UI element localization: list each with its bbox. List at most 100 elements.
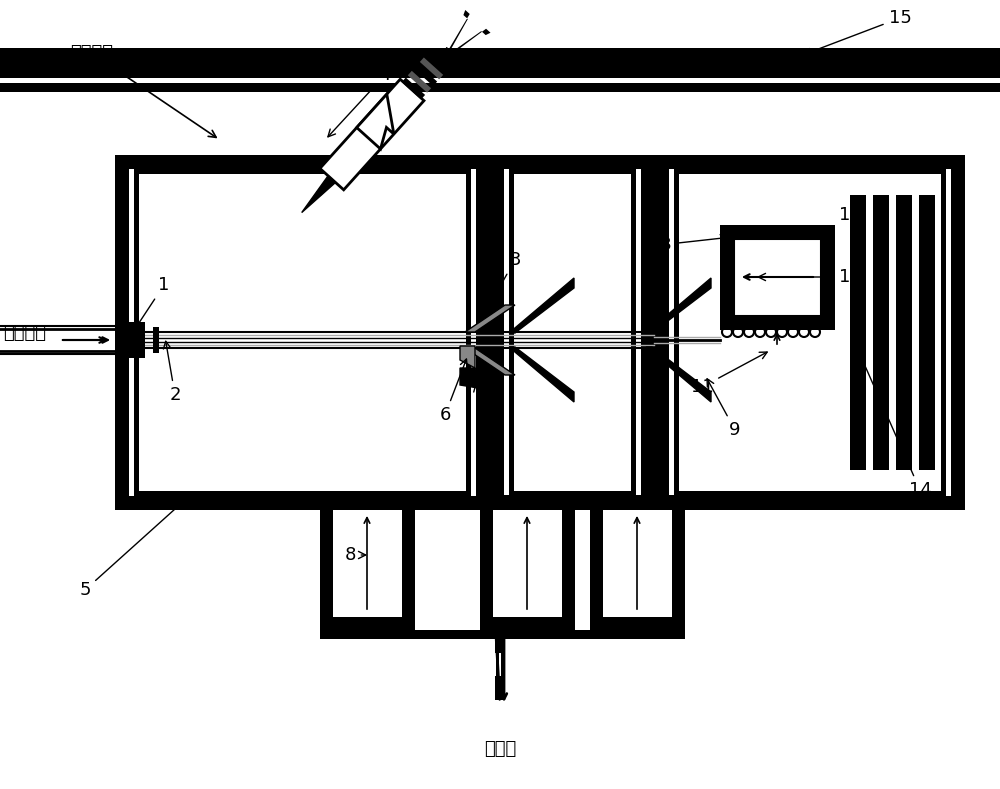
Bar	[316, 177, 334, 196]
Bar	[562, 504, 566, 621]
Bar	[476, 155, 490, 510]
Bar	[320, 621, 415, 630]
Polygon shape	[460, 368, 490, 390]
Bar	[320, 630, 685, 639]
Bar	[720, 320, 835, 330]
Polygon shape	[460, 346, 475, 368]
Bar	[0, 48, 1000, 78]
Bar	[509, 491, 636, 496]
Bar	[896, 195, 912, 470]
Bar	[115, 496, 490, 510]
Text: 真空泵: 真空泵	[484, 740, 516, 758]
Bar	[676, 495, 685, 630]
Bar	[490, 155, 655, 169]
Bar	[115, 155, 129, 510]
Bar	[489, 504, 566, 508]
Bar	[329, 504, 333, 621]
Polygon shape	[465, 348, 515, 375]
Bar	[408, 71, 431, 92]
Bar	[480, 495, 575, 504]
Bar	[495, 630, 505, 700]
Bar	[420, 58, 443, 80]
Bar	[509, 169, 636, 174]
Polygon shape	[646, 347, 711, 402]
Bar	[951, 155, 965, 510]
Bar	[480, 621, 575, 630]
Bar	[599, 504, 676, 508]
Bar	[672, 504, 676, 621]
Bar	[919, 195, 935, 470]
Bar	[134, 491, 471, 496]
Bar	[566, 495, 575, 630]
Text: 8: 8	[344, 546, 366, 564]
Bar	[153, 327, 159, 353]
Bar	[720, 225, 730, 330]
Bar	[489, 617, 566, 621]
Bar	[641, 155, 655, 510]
Bar	[406, 495, 415, 630]
Bar	[509, 169, 514, 496]
Bar	[402, 504, 406, 621]
Text: 13: 13	[649, 234, 728, 254]
Bar	[590, 495, 685, 504]
Bar	[0, 83, 1000, 92]
Bar	[329, 617, 406, 621]
Text: 9: 9	[707, 379, 741, 439]
Bar	[426, 50, 449, 73]
Text: 7: 7	[474, 384, 491, 439]
Text: 5: 5	[79, 494, 192, 599]
Text: 气态样品: 气态样品	[3, 324, 46, 342]
Bar	[320, 495, 329, 630]
Text: 液态样品: 液态样品	[70, 44, 216, 137]
Bar	[825, 225, 835, 330]
Bar	[599, 617, 676, 621]
Bar	[821, 235, 825, 320]
Text: 12: 12	[824, 206, 861, 236]
Bar	[674, 491, 946, 496]
Polygon shape	[302, 176, 336, 212]
Bar	[674, 169, 946, 174]
Bar	[414, 64, 437, 86]
Bar	[631, 169, 636, 496]
Bar	[730, 235, 825, 239]
Bar	[402, 77, 425, 99]
Bar	[720, 225, 835, 235]
Bar	[320, 79, 424, 190]
Bar	[491, 653, 509, 676]
Bar	[490, 155, 504, 510]
Bar	[329, 504, 406, 508]
Bar	[674, 169, 679, 496]
Bar	[480, 495, 489, 630]
Bar	[115, 155, 490, 169]
Bar	[134, 169, 471, 174]
Text: 1: 1	[133, 276, 170, 331]
Bar	[599, 504, 603, 621]
Bar	[655, 155, 669, 510]
Bar	[730, 316, 825, 320]
Polygon shape	[443, 10, 470, 54]
Polygon shape	[509, 347, 574, 402]
Bar	[496, 630, 499, 700]
Polygon shape	[357, 94, 394, 149]
Text: 2: 2	[163, 342, 181, 404]
Bar	[850, 195, 866, 470]
Polygon shape	[646, 278, 711, 333]
Text: 10: 10	[758, 268, 861, 286]
Bar	[490, 496, 655, 510]
Bar	[655, 496, 965, 510]
Bar	[734, 239, 821, 316]
Bar	[134, 169, 139, 496]
Text: 3: 3	[484, 251, 521, 314]
Bar	[489, 504, 493, 621]
Polygon shape	[443, 28, 491, 54]
Bar	[320, 495, 415, 504]
Polygon shape	[465, 305, 515, 332]
Bar	[466, 169, 471, 496]
Bar	[129, 322, 145, 358]
Polygon shape	[509, 278, 574, 333]
Bar	[590, 495, 599, 630]
Text: 6: 6	[439, 359, 467, 424]
Text: 11: 11	[691, 352, 767, 396]
Bar	[655, 155, 965, 169]
Text: 15: 15	[804, 9, 911, 55]
